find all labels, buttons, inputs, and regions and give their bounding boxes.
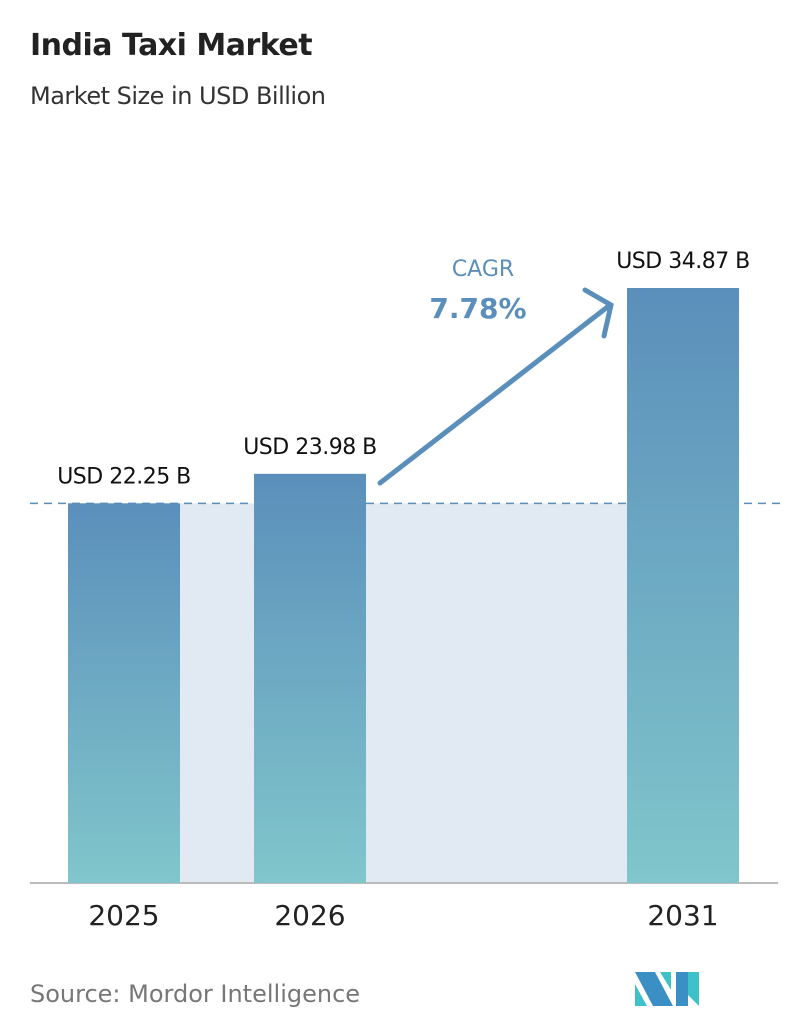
bar-2025	[68, 503, 180, 883]
cagr-arrow-icon	[377, 287, 614, 486]
value-label-2026: USD 23.98 B	[243, 435, 377, 460]
chart-title: India Taxi Market	[30, 28, 313, 63]
value-label-2031: USD 34.87 B	[616, 249, 750, 274]
cagr-value: 7.78%	[429, 292, 526, 325]
source-text: Source: Mordor Intelligence	[30, 980, 361, 1008]
bar-2026	[254, 473, 366, 883]
category-label-2026: 2026	[274, 899, 345, 932]
bar-2031	[627, 288, 739, 883]
value-label-2025: USD 22.25 B	[57, 464, 191, 489]
cagr-label: CAGR	[452, 257, 514, 282]
category-label-2025: 2025	[88, 899, 159, 932]
category-label-2031: 2031	[647, 899, 718, 932]
chart-subtitle: Market Size in USD Billion	[30, 82, 326, 110]
